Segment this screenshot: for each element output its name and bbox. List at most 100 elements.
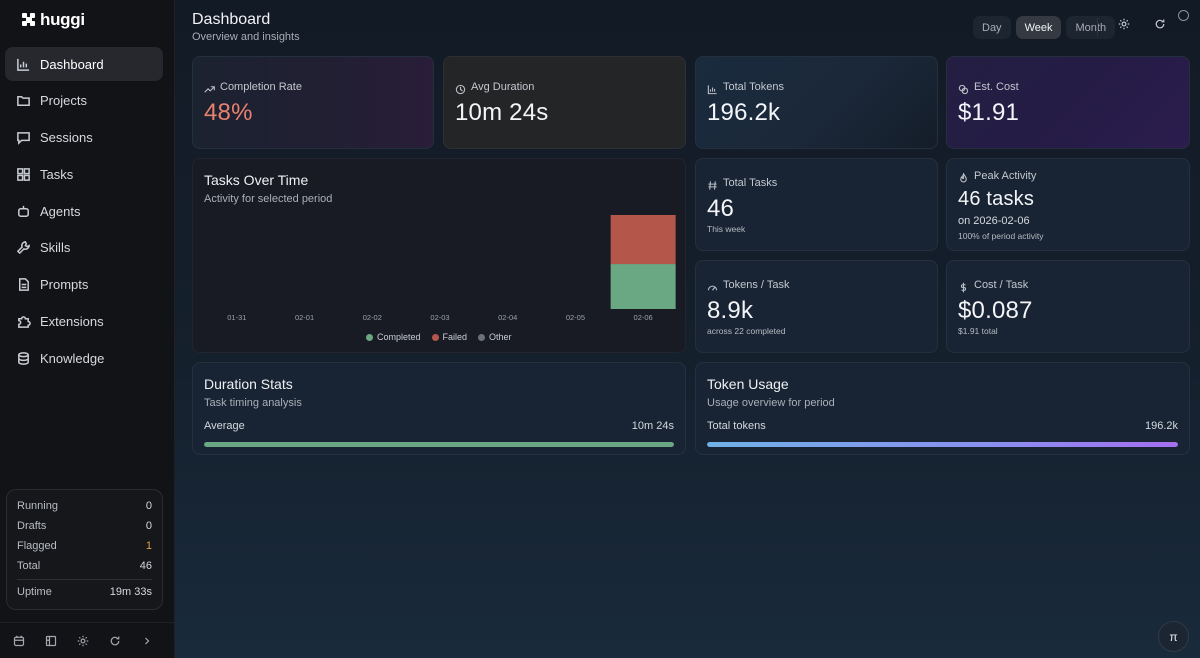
legend-failed[interactable]: Failed [431,332,467,342]
chart-legend: Completed Failed Other [366,332,512,342]
card-note: 100% of period activity [958,231,1044,241]
page-subtitle: Overview and insights [192,31,300,43]
est-cost-card: Est. Cost $1.91 [946,56,1190,149]
total-tokens-row: Total tokens 196.2k [707,420,1178,432]
refresh-icon[interactable] [1154,18,1166,30]
chevron-right-icon[interactable] [141,635,153,647]
card-value: 46 [707,195,735,222]
card-label: Peak Activity [974,170,1037,182]
sidebar-item-label: Extensions [40,314,104,330]
settings-icon[interactable] [77,635,89,647]
card-label: Tokens / Task [723,279,790,291]
cost-per-task-card: Cost / Task $0.087 $1.91 total [946,260,1190,353]
x-tick-label: 02-03 [430,313,449,322]
help-icon[interactable] [1178,10,1189,21]
stat-running: Running 0 [17,500,152,512]
settings-icon[interactable] [1118,18,1130,30]
token-progress-fill [707,442,1178,447]
period-selector: Day Week Month [973,16,1116,39]
sidebar-footer [0,622,175,658]
sidebar-item-tasks[interactable]: Tasks [5,157,163,191]
hash-icon [707,178,718,190]
page-title: Dashboard [192,11,271,28]
card-subtitle: Usage overview for period [707,397,835,409]
sidebar-item-label: Projects [40,93,87,109]
document-icon [19,278,29,292]
chart-title: Tasks Over Time [204,172,309,188]
database-icon [18,352,29,365]
card-label: Completion Rate [220,81,302,93]
main-content: Dashboard Overview and insights Day Week… [175,0,1200,658]
tasks-chart: 01-31 02-01 02-02 02-03 02-04 02-05 02-06 [227,215,676,322]
x-tick-label: 02-05 [566,313,585,322]
sidebar-nav: Dashboard Projects Sessions Tasks Agents… [5,47,163,378]
sidebar-item-extensions[interactable]: Extensions [5,305,163,339]
card-value: 8.9k [707,297,754,324]
bar-chart-icon [17,58,30,71]
flame-icon [958,171,969,183]
sidebar-item-sessions[interactable]: Sessions [5,121,163,155]
sidebar-item-agents[interactable]: Agents [5,194,163,228]
card-label: Est. Cost [974,81,1019,93]
tokens-per-task-card: Tokens / Task 8.9k across 22 completed [695,260,938,353]
chart-subtitle: Activity for selected period [204,193,333,205]
period-day-button[interactable]: Day [973,16,1011,39]
card-note: across 22 completed [707,326,786,336]
assistant-button[interactable]: π [1158,621,1189,652]
token-usage-card: Token Usage Usage overview for period To… [695,362,1190,455]
token-progress-track [707,442,1178,447]
trending-up-icon [204,82,215,93]
app-name: huggi [40,10,85,29]
sidebar-item-label: Dashboard [40,56,104,72]
chat-icon [17,132,30,146]
card-title: Token Usage [707,376,789,392]
legend-other[interactable]: Other [478,332,512,342]
gauge-icon [707,280,718,291]
refresh-icon[interactable] [109,635,121,647]
peak-activity-card: Peak Activity 46 tasks on 2026-02-06 100… [946,158,1190,251]
divider [17,579,152,580]
divider [1097,18,1098,36]
sidebar-item-projects[interactable]: Projects [5,84,163,118]
sidebar-item-dashboard[interactable]: Dashboard [5,47,163,81]
sidebar-item-skills[interactable]: Skills [5,231,163,265]
sidebar-item-label: Agents [40,203,81,219]
total-tokens-card: Total Tokens 196.2k [695,56,938,149]
duration-stats-card: Duration Stats Task timing analysis Aver… [192,362,686,455]
duration-progress-track [204,442,674,447]
app-logo[interactable]: huggi [22,10,85,30]
sidebar-item-prompts[interactable]: Prompts [5,268,163,302]
x-tick-label: 02-01 [295,313,314,322]
tasks-over-time-card: Tasks Over Time Activity for selected pe… [192,158,686,353]
sidebar-item-knowledge[interactable]: Knowledge [5,341,163,375]
puzzle-icon [18,316,31,328]
legend-completed[interactable]: Completed [366,332,421,342]
average-row: Average 10m 24s [204,420,674,432]
sidebar-item-label: Sessions [40,130,93,146]
card-title: Duration Stats [204,376,293,392]
card-label: Cost / Task [974,279,1029,291]
total-tasks-card: Total Tasks 46 This week [695,158,938,251]
bar-failed-02-06[interactable] [610,215,676,265]
card-label: Avg Duration [471,81,535,93]
card-label: Total Tokens [723,81,784,93]
period-month-button[interactable]: Month [1066,16,1116,39]
sidebar: huggi Dashboard Projects Sessions Tasks … [0,0,175,658]
peak-date: on 2026-02-06 [958,215,1030,227]
card-value: $1.91 [958,99,1020,126]
coins-icon [958,82,969,95]
card-value: 10m 24s [455,99,549,126]
bar-completed-02-06[interactable] [610,264,676,309]
x-tick-label: 02-04 [498,313,517,322]
card-value: $0.087 [958,297,1033,324]
board-icon[interactable] [45,635,57,647]
period-week-button[interactable]: Week [1015,16,1062,39]
calendar-icon[interactable] [13,635,25,647]
stat-drafts: Drafts 0 [17,520,152,532]
clock-icon [455,82,466,95]
sidebar-item-label: Skills [40,240,71,256]
dollar-icon [958,280,969,293]
header-actions [1097,18,1166,36]
x-tick-label: 02-02 [363,313,382,322]
bar-chart-icon [707,82,718,95]
